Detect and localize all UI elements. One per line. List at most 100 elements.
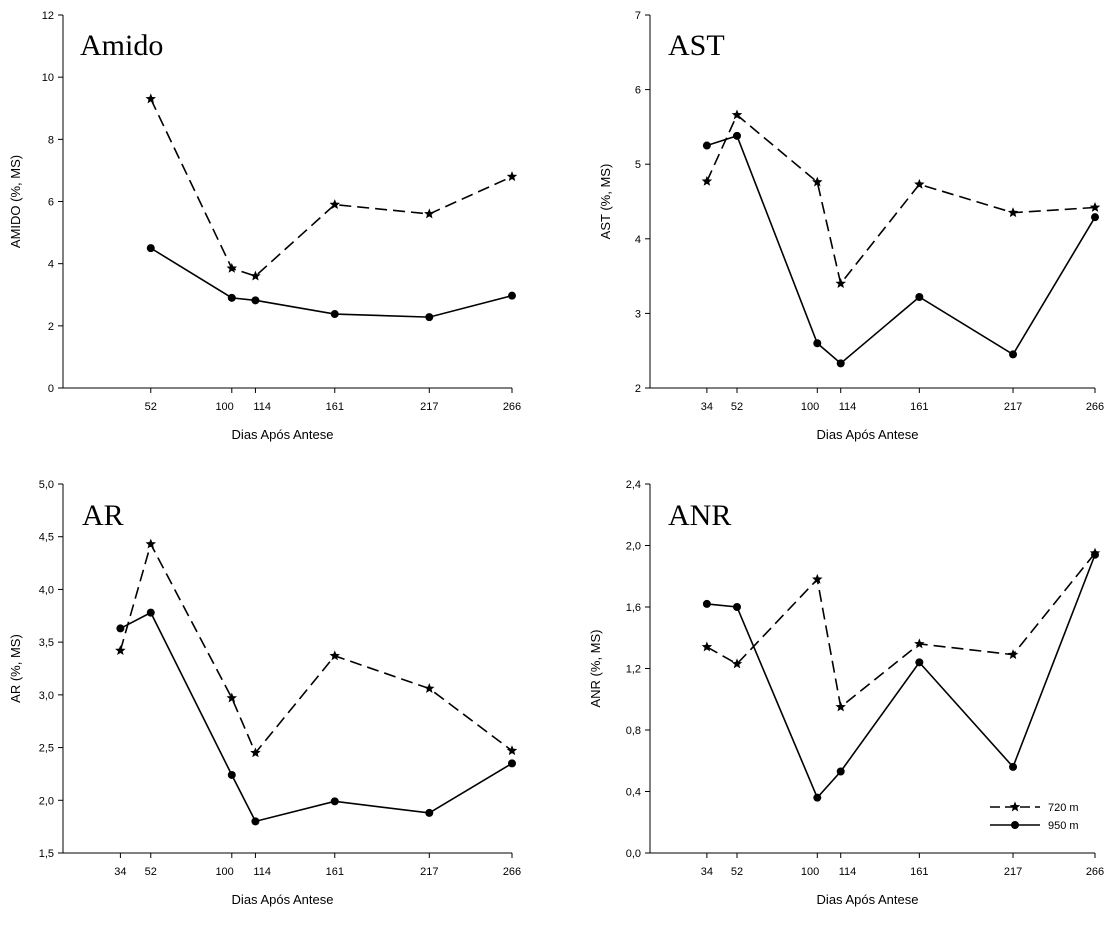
x-tick-label: 266 bbox=[1086, 866, 1104, 878]
x-tick-label: 161 bbox=[326, 866, 344, 878]
series-950m bbox=[702, 550, 1099, 802]
y-axis-title: ANR (%, MS) bbox=[588, 630, 603, 708]
x-tick-label: 217 bbox=[420, 866, 438, 878]
x-tick-label: 34 bbox=[701, 401, 713, 413]
data-point bbox=[702, 141, 711, 150]
x-tick-label: 100 bbox=[801, 401, 819, 413]
y-tick-label: 2 bbox=[635, 383, 641, 395]
legend-marker bbox=[1011, 821, 1019, 829]
y-tick-label: 2,0 bbox=[39, 795, 54, 807]
x-tick-label: 100 bbox=[215, 401, 233, 413]
series-line bbox=[706, 134, 1096, 365]
y-tick-label: 2 bbox=[48, 321, 54, 333]
x-tick-label: 266 bbox=[503, 866, 521, 878]
data-point bbox=[508, 759, 516, 768]
x-tick-label: 34 bbox=[701, 866, 713, 878]
y-axis-title: AR (%, MS) bbox=[8, 634, 23, 703]
y-tick-label: 3,0 bbox=[39, 690, 54, 702]
data-point bbox=[146, 244, 155, 253]
x-tick-label: 52 bbox=[145, 401, 157, 413]
x-tick-label: 52 bbox=[145, 866, 157, 878]
data-point bbox=[251, 296, 260, 305]
y-tick-label: 6 bbox=[635, 85, 641, 97]
data-point bbox=[914, 638, 925, 649]
y-tick-label: 0,4 bbox=[626, 787, 641, 799]
data-point bbox=[813, 339, 822, 348]
panel-title: ANR bbox=[668, 499, 731, 532]
y-tick-label: 4 bbox=[48, 259, 54, 271]
y-axis-title: AMIDO (%, MS) bbox=[8, 155, 23, 248]
data-point bbox=[226, 692, 238, 703]
y-tick-label: 0,8 bbox=[626, 725, 641, 737]
y-tick-label: 2,0 bbox=[626, 541, 641, 553]
series-720m bbox=[145, 93, 518, 281]
data-point bbox=[251, 817, 260, 826]
x-tick-label: 114 bbox=[839, 401, 857, 413]
legend-label: 950 m bbox=[1048, 820, 1079, 832]
data-point bbox=[731, 658, 743, 669]
chart-panel-3: 1,5 2,0 2,5 3,0 3,5 4,0 4,5 5,0 34 52 100 114 161 217… bbox=[8, 479, 521, 907]
data-point bbox=[424, 208, 435, 219]
data-point bbox=[1009, 762, 1018, 771]
x-tick-label: 266 bbox=[503, 401, 521, 413]
y-tick-label: 1,2 bbox=[626, 664, 641, 676]
data-point bbox=[330, 310, 339, 319]
data-point bbox=[146, 608, 155, 617]
data-point bbox=[145, 538, 157, 549]
data-point bbox=[506, 745, 518, 756]
data-point bbox=[731, 109, 743, 120]
legend-label: 720 m bbox=[1048, 802, 1079, 814]
legend: 720 m 950 m bbox=[990, 801, 1079, 832]
y-tick-label: 0,0 bbox=[626, 848, 641, 860]
x-axis-title: Dias Após Antese bbox=[232, 892, 334, 907]
y-axis-title: AST (%, MS) bbox=[598, 164, 613, 240]
data-point bbox=[330, 797, 339, 806]
x-tick-label: 266 bbox=[1086, 401, 1104, 413]
data-point bbox=[424, 683, 435, 693]
y-tick-label: 12 bbox=[42, 10, 54, 22]
series-line bbox=[706, 554, 1096, 800]
y-tick-label: 4,5 bbox=[39, 532, 54, 544]
data-point bbox=[836, 359, 845, 368]
data-point bbox=[812, 573, 823, 584]
x-tick-label: 100 bbox=[215, 866, 233, 878]
series-line bbox=[150, 98, 513, 278]
x-tick-label: 34 bbox=[114, 866, 126, 878]
data-point bbox=[227, 293, 236, 302]
series-720m bbox=[701, 109, 1101, 289]
data-point bbox=[701, 641, 713, 652]
x-axis-title: Dias Após Antese bbox=[817, 892, 919, 907]
y-tick-label: 4,0 bbox=[39, 584, 54, 596]
y-tick-label: 1,6 bbox=[626, 602, 641, 614]
data-point bbox=[506, 171, 518, 182]
series-line bbox=[120, 611, 513, 823]
x-tick-label: 217 bbox=[420, 401, 438, 413]
y-tick-label: 10 bbox=[42, 72, 54, 84]
x-tick-label: 217 bbox=[1004, 401, 1022, 413]
data-point bbox=[425, 808, 434, 817]
data-point bbox=[329, 199, 340, 210]
x-tick-label: 161 bbox=[910, 866, 928, 878]
y-tick-label: 1,5 bbox=[39, 848, 54, 860]
x-tick-label: 217 bbox=[1004, 866, 1022, 878]
data-point bbox=[1007, 207, 1019, 218]
data-point bbox=[250, 747, 261, 758]
data-point bbox=[915, 292, 924, 301]
x-axis-title: Dias Após Antese bbox=[232, 427, 334, 442]
y-tick-label: 6 bbox=[48, 197, 54, 209]
x-tick-label: 114 bbox=[253, 866, 271, 878]
series-line bbox=[150, 247, 513, 318]
x-tick-label: 52 bbox=[731, 401, 743, 413]
x-tick-label: 114 bbox=[839, 866, 857, 878]
legend-marker bbox=[1009, 801, 1021, 812]
series-line bbox=[119, 541, 513, 755]
panel-title: Amido bbox=[80, 29, 163, 62]
y-tick-label: 3,5 bbox=[39, 637, 54, 649]
y-tick-label: 2,4 bbox=[626, 479, 641, 491]
series-950m bbox=[702, 131, 1099, 368]
data-point bbox=[701, 175, 713, 186]
data-point bbox=[732, 603, 741, 611]
series-720m bbox=[115, 538, 518, 758]
